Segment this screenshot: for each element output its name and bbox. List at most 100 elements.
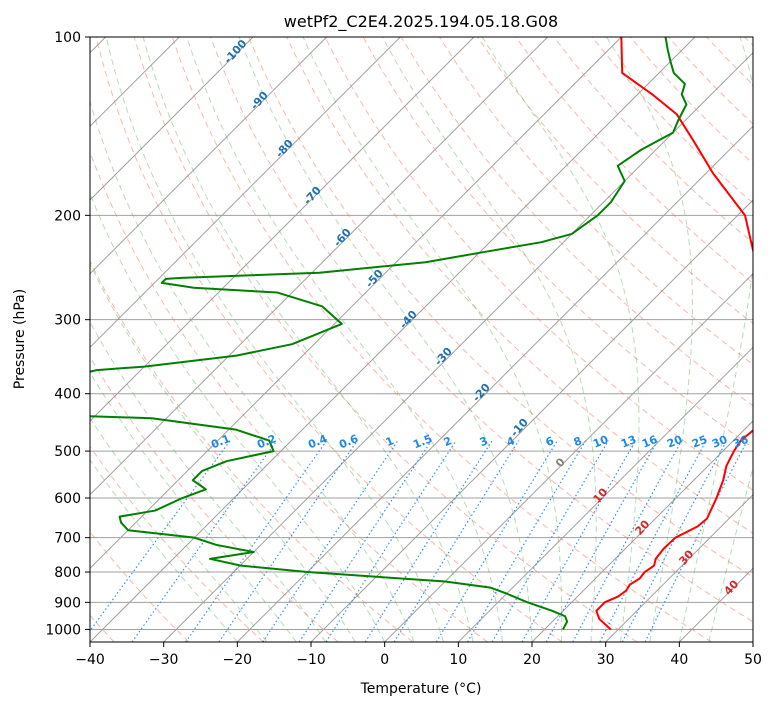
y-tick-label: 900: [54, 595, 81, 611]
mixing-ratio-label: 25: [690, 433, 709, 451]
moist-adiabat-line: [142, 37, 474, 642]
mixing-ratio-line: [262, 440, 399, 642]
mixing-ratio-line: [298, 440, 432, 642]
isotherm-line: [605, 493, 753, 642]
moist-adiabats: [90, 37, 753, 642]
mixing-ratio-line: [364, 440, 493, 642]
dry-adiabat-line: [90, 356, 339, 642]
moist-adiabat-line: [186, 37, 504, 642]
moist-adiabat-line: [90, 262, 356, 642]
dry-adiabat-line: [248, 37, 753, 578]
y-tick-label: 300: [54, 313, 81, 329]
mixing-ratio-line: [545, 440, 659, 642]
y-tick-label: 100: [54, 30, 81, 46]
moist-adiabat-line: [90, 99, 415, 642]
x-tick-label: 40: [670, 652, 688, 668]
isotherm-line: [531, 420, 753, 642]
moist-adiabat-line: [302, 37, 563, 642]
dry-adiabat-line: [286, 37, 753, 534]
dry-adiabat-line: [133, 37, 638, 642]
plot-frame: [89, 36, 754, 643]
mixing-ratio-label: 13: [619, 433, 638, 451]
moist-adiabat-line: [90, 459, 238, 642]
moist-adiabat-line: [90, 417, 268, 642]
mixing-ratio-line: [131, 440, 278, 642]
mixing-ratio-line: [325, 440, 457, 642]
moist-adiabat-line: [90, 371, 297, 642]
isotherm-line: [752, 641, 753, 642]
mixing-ratio-lines: [90, 440, 748, 642]
mixing-ratio-label: 30: [710, 433, 729, 451]
mixing-ratio-label: 1: [384, 434, 396, 449]
moist-adiabat-line: [606, 37, 693, 642]
mixing-ratio-label: 8: [572, 434, 584, 449]
dry-adiabat-line: [210, 37, 753, 623]
mixing-ratio-line: [521, 440, 637, 642]
moist-adiabat-line: [381, 37, 597, 642]
mixing-ratio-label: 10: [591, 433, 610, 451]
x-tick-label: −30: [149, 652, 179, 668]
y-tick-label: 1000: [45, 622, 81, 638]
mixing-ratio-line: [435, 440, 558, 642]
isotherm-line: [90, 37, 328, 275]
y-axis: 100 200 300 400 500 600 700 800 900 1000: [45, 30, 90, 638]
dry-adiabat-line: [515, 37, 753, 284]
mixing-ratio-line: [185, 440, 328, 642]
mixing-ratio-line: [572, 440, 683, 642]
plot-background: [90, 37, 753, 642]
x-axis: −40 −30 −20 −10 0 10 20 30 40 50: [75, 642, 762, 668]
x-tick-label: 0: [380, 652, 389, 668]
isotherm-line: [163, 51, 753, 642]
x-tick-label: −10: [296, 652, 326, 668]
dry-adiabat-line: [95, 37, 563, 642]
mixing-ratio-label: 3: [478, 434, 490, 449]
mixing-ratio-line: [90, 440, 231, 632]
isotherm-line: [457, 346, 753, 642]
isotherm-line: [90, 37, 696, 642]
dry-adiabat-line: [324, 37, 753, 491]
y-tick-label: 700: [54, 531, 81, 547]
mixing-ratio-label: 16: [640, 433, 659, 451]
isobar-gridlines: [90, 37, 753, 630]
x-tick-label: 50: [744, 652, 762, 668]
moist-adiabat-line: [90, 320, 327, 642]
y-tick-label: 200: [54, 208, 81, 224]
y-axis-label: Pressure (hPa): [12, 289, 28, 389]
moist-adiabat-line: [708, 465, 753, 642]
mixing-ratio-line: [466, 440, 587, 642]
mixing-ratio-label: 20: [665, 433, 684, 451]
y-tick-label: 400: [54, 387, 81, 403]
moist-adiabat-line: [238, 37, 533, 642]
mixing-ratio-line: [393, 440, 520, 642]
dry-adiabat-line: [90, 259, 414, 642]
isotherm-line: [90, 37, 401, 349]
x-tick-label: 20: [523, 652, 541, 668]
temperature-profile-line: [595, 37, 753, 631]
isotherm-line: [236, 125, 753, 642]
isotherm-line: [90, 37, 475, 422]
moist-adiabat-line: [481, 37, 640, 642]
x-tick-label: 10: [449, 652, 467, 668]
chart-title: wetPf2_C2E4.2025.194.05.18.G08: [284, 12, 558, 32]
x-tick-label: −40: [75, 652, 105, 668]
moist-adiabat-line: [678, 37, 753, 642]
isotherm-line: [90, 37, 254, 201]
y-tick-label: 500: [54, 444, 81, 460]
moist-adiabat-line: [105, 37, 445, 642]
dry-adiabat-line: [171, 37, 712, 642]
dewpoint-profile-line: [90, 37, 688, 630]
mixing-ratio-label: 2: [442, 434, 454, 449]
mixing-ratio-line: [644, 440, 748, 642]
x-tick-label: −20: [223, 652, 253, 668]
dry-adiabats: [90, 37, 753, 642]
profile-series: [90, 37, 753, 631]
x-axis-label: Temperature (°C): [360, 681, 482, 697]
y-tick-label: 600: [54, 491, 81, 507]
isotherm-gridlines: [90, 37, 753, 642]
isotherm-line: [384, 272, 753, 642]
mixing-ratio-line: [218, 440, 358, 642]
isotherm-line: [90, 37, 549, 496]
dry-adiabat-line: [90, 445, 264, 642]
x-tick-label: 30: [597, 652, 615, 668]
